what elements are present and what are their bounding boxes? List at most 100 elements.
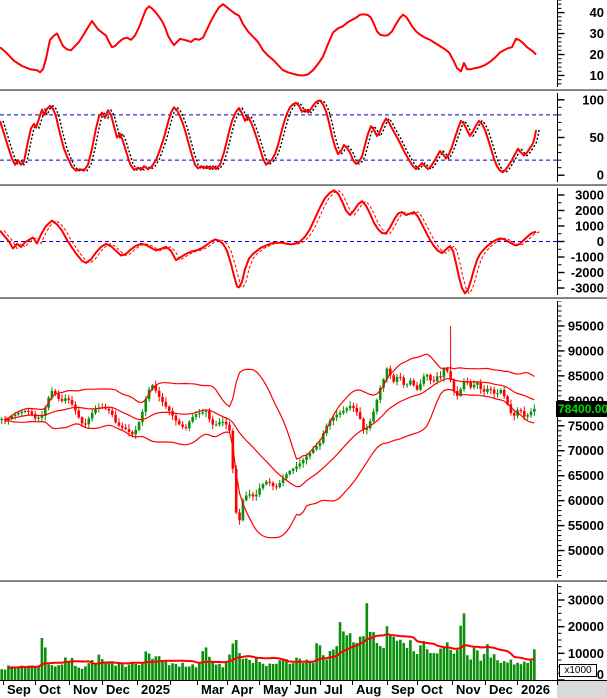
candle-body (234, 468, 238, 513)
candle-body (67, 398, 70, 400)
volume-bar (13, 666, 17, 680)
candle-body (519, 410, 523, 412)
candle-body (409, 380, 412, 385)
candle-body (104, 407, 107, 409)
candle-body (141, 411, 144, 423)
volume-bar (261, 663, 265, 680)
volume-bar (442, 647, 446, 680)
volume-bar (67, 661, 70, 680)
signal-line (2, 99, 540, 174)
volume-bar (161, 660, 164, 680)
candle-body (529, 411, 533, 416)
volume-bar (502, 661, 506, 680)
top-oscillator-panel[interactable]: 10 20 30 40 (0, 0, 607, 87)
stochastic-panel[interactable]: 0 50 100 (0, 93, 607, 182)
candle-body (422, 376, 426, 384)
candle-body (389, 368, 392, 376)
volume-bar (298, 658, 302, 680)
volume-bar (271, 663, 275, 680)
candle-body (191, 416, 194, 422)
candle-body (502, 389, 506, 397)
price-panel[interactable]: 9500090000850008000075000700006500060000… (0, 301, 607, 578)
volume-bar (506, 662, 509, 680)
candle-body (358, 412, 362, 419)
candle-body (261, 484, 265, 489)
volume-bar (399, 639, 402, 680)
candle-body (144, 399, 148, 412)
candle-body (224, 421, 228, 425)
candle-body (258, 488, 261, 495)
candle-body (399, 376, 402, 378)
candle-body (392, 375, 395, 382)
y-axis-label: -2000 (571, 265, 604, 280)
volume-bar (523, 661, 526, 680)
candle-body (251, 494, 255, 497)
panel-splitter[interactable] (0, 182, 607, 188)
candle-body (221, 421, 225, 423)
volume-bar (33, 666, 37, 680)
volume-bar (328, 651, 332, 680)
volume-bar (231, 643, 235, 680)
volume-unit-label: x1000 (559, 664, 597, 677)
volume-bar (516, 662, 519, 680)
volume-bar (54, 666, 57, 680)
panel-splitter[interactable] (0, 578, 607, 584)
candle-body (255, 494, 258, 497)
volume-bar (151, 658, 154, 680)
candle-body (506, 396, 509, 405)
candle-body (40, 415, 44, 418)
candle-body (151, 385, 154, 390)
volume-bar (0, 669, 3, 680)
candle-body (20, 411, 24, 414)
candle-body (526, 415, 529, 417)
volume-bar (134, 663, 137, 680)
candle-body (301, 460, 305, 464)
candle-body (523, 411, 526, 417)
volume-bar (459, 625, 462, 680)
volume-bar (3, 669, 7, 680)
volume-bar (281, 658, 285, 680)
volume-bar (295, 657, 298, 680)
volume-bar (80, 668, 84, 680)
x-axis-label: 2025 (141, 682, 170, 697)
y-axis-label: 0 (597, 234, 604, 249)
volume-bar (368, 631, 372, 680)
volume-bar (114, 665, 117, 680)
volume-bar (435, 653, 439, 680)
candle-body (271, 482, 275, 487)
candle-body (288, 470, 292, 475)
x-axis-label: Nov (73, 682, 98, 697)
volume-bar (17, 666, 20, 680)
y-axis-label: 10000 (568, 646, 604, 661)
candle-body (84, 423, 87, 425)
candle-body (37, 417, 40, 419)
panel-splitter[interactable] (0, 87, 607, 93)
y-axis-label: 55000 (568, 518, 604, 533)
candle-body (131, 432, 134, 435)
volume-bar (402, 642, 405, 680)
volume-bar (137, 665, 141, 680)
candle-body (476, 382, 479, 385)
candle-body (281, 478, 285, 483)
y-axis-label: 60000 (568, 493, 604, 508)
volume-bar (301, 662, 305, 680)
volume-bar (124, 666, 127, 680)
volume-bar (338, 622, 342, 680)
volume-bar (201, 651, 204, 680)
candle-body (228, 424, 231, 431)
volume-bar (167, 665, 171, 680)
candle-body (402, 377, 405, 385)
y-axis-label: 70000 (568, 443, 604, 458)
candle-body (64, 398, 67, 402)
volume-panel[interactable]: 30000 20000 10000 0 (0, 584, 607, 680)
volume-bar (439, 648, 442, 680)
volume-bar (20, 665, 24, 680)
candle-body (60, 398, 64, 402)
y-axis-label: 100 (582, 93, 604, 107)
volume-bar (60, 664, 64, 680)
volume-bar (94, 663, 97, 680)
x-axis-label: Sep (7, 682, 31, 697)
panel-splitter[interactable] (0, 295, 607, 301)
volume-bar (415, 654, 419, 680)
